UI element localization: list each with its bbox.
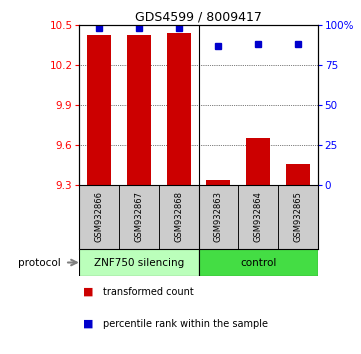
Bar (79, 249, 199, 276)
Bar (278, 185, 318, 249)
Bar (206, 179, 230, 185)
Text: ZNF750 silencing: ZNF750 silencing (94, 257, 184, 268)
Text: GSM932866: GSM932866 (95, 192, 104, 242)
Text: GSM932867: GSM932867 (135, 192, 143, 242)
Text: protocol: protocol (18, 257, 60, 268)
Bar (238, 185, 278, 249)
Bar (159, 185, 199, 249)
Text: ■: ■ (83, 287, 93, 297)
Bar (167, 33, 191, 185)
Bar (79, 185, 119, 249)
Text: GSM932864: GSM932864 (254, 192, 262, 242)
Title: GDS4599 / 8009417: GDS4599 / 8009417 (135, 11, 262, 24)
Bar (127, 35, 151, 185)
Text: GSM932868: GSM932868 (174, 192, 183, 242)
Bar (87, 35, 111, 185)
Bar (286, 164, 310, 185)
Bar (246, 138, 270, 185)
Text: ■: ■ (83, 319, 93, 329)
Text: GSM932865: GSM932865 (293, 192, 302, 242)
Bar (199, 185, 238, 249)
Bar (119, 185, 159, 249)
Text: transformed count: transformed count (103, 287, 193, 297)
Bar (199, 249, 318, 276)
Text: GSM932863: GSM932863 (214, 192, 223, 242)
Text: percentile rank within the sample: percentile rank within the sample (103, 319, 268, 329)
Text: control: control (240, 257, 276, 268)
